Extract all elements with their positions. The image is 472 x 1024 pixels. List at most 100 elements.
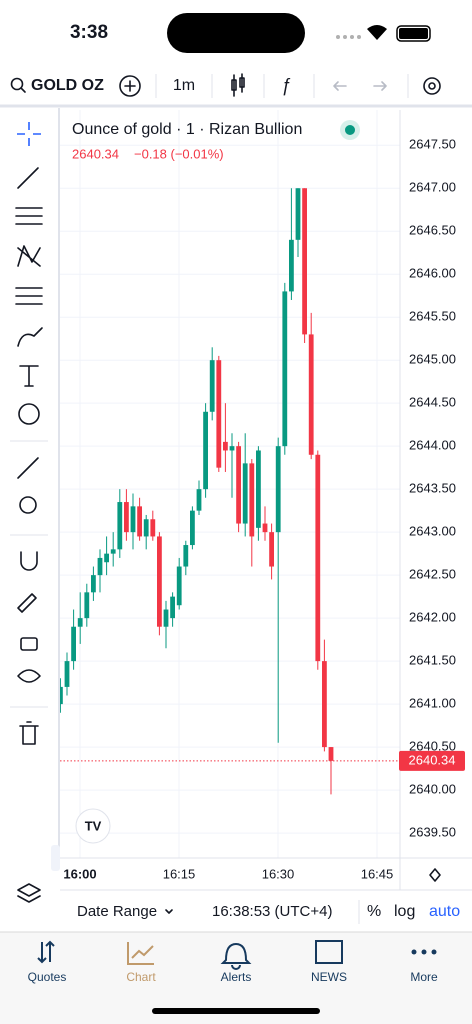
y-tick-label: 2641.00 <box>409 696 456 711</box>
candle-body <box>262 523 268 533</box>
y-tick-label: 2646.00 <box>409 266 456 281</box>
y-tick-label: 2642.00 <box>409 610 456 625</box>
interval[interactable]: 1m <box>173 77 195 94</box>
y-tick-label: 2647.50 <box>409 137 456 152</box>
text-tool[interactable] <box>19 365 39 387</box>
candle-body <box>289 239 294 292</box>
pattern-tool[interactable] <box>17 245 41 267</box>
y-tick-label: 2639.50 <box>409 825 456 840</box>
cursor-tool[interactable] <box>17 122 41 146</box>
log-toggle[interactable]: log <box>394 903 415 920</box>
y-tick-label: 2640.50 <box>409 739 456 754</box>
candle-body <box>223 441 228 451</box>
tab-label[interactable]: Alerts <box>221 970 252 984</box>
tab-label[interactable]: Quotes <box>28 970 67 984</box>
candle-body <box>216 360 222 468</box>
market-status-dot <box>345 125 355 135</box>
y-tick-label: 2644.00 <box>409 438 456 453</box>
candle-body <box>242 463 248 524</box>
brush-tool[interactable] <box>17 327 43 347</box>
add-icon <box>124 80 136 92</box>
y-tick-label: 2646.50 <box>409 223 456 238</box>
prediction-tool[interactable] <box>15 287 43 305</box>
candle-body <box>308 334 314 455</box>
news-icon <box>315 940 343 964</box>
candle-body <box>150 519 156 537</box>
date-range[interactable]: Date Range <box>77 903 157 920</box>
clock: 3:38 <box>70 22 108 43</box>
price-change: −0.18 (−0.01%) <box>134 146 224 161</box>
candle-body <box>64 661 70 687</box>
indicators-button[interactable]: ƒ <box>281 75 291 95</box>
y-tick-label: 2642.50 <box>409 567 456 582</box>
quotes-icon <box>37 940 55 964</box>
candle-body <box>322 661 327 748</box>
candle-body <box>163 609 169 627</box>
zoom-tool[interactable] <box>19 496 37 514</box>
status-icons <box>336 25 431 42</box>
hide-tool[interactable] <box>17 669 41 683</box>
candle-body <box>77 618 83 627</box>
candle-body <box>91 575 96 593</box>
y-tick-label: 2644.50 <box>409 395 456 410</box>
auto-toggle[interactable]: auto <box>429 903 460 920</box>
candle-body <box>302 188 307 335</box>
candle-body <box>209 360 215 412</box>
x-tick-label: 16:45 <box>361 866 394 881</box>
logo-mark: TV <box>85 818 102 833</box>
magnet-tool[interactable] <box>20 551 38 571</box>
alerts-icon <box>220 942 252 970</box>
layers-tool[interactable] <box>17 883 41 903</box>
undo[interactable] <box>333 81 347 91</box>
collapse-handle[interactable] <box>51 845 60 871</box>
trend-line-tool[interactable] <box>17 167 39 189</box>
y-tick-label: 2647.00 <box>409 180 456 195</box>
settings[interactable] <box>423 77 441 95</box>
candle-body <box>157 536 162 627</box>
redo[interactable] <box>373 81 387 91</box>
candle-body <box>84 592 90 619</box>
candle-body <box>295 188 301 240</box>
candle-body <box>236 446 241 524</box>
lock-tool[interactable] <box>20 637 38 651</box>
candle-body <box>196 489 202 511</box>
chart-icon <box>127 942 154 965</box>
candle-body <box>282 291 288 447</box>
candle-body <box>275 446 281 533</box>
candle-body <box>269 532 274 567</box>
grid <box>60 110 400 858</box>
x-tick-label: 16:15 <box>163 866 196 881</box>
fib-tool[interactable] <box>15 207 43 225</box>
candle-body <box>176 566 182 606</box>
candle-body <box>137 506 142 537</box>
add-symbol[interactable] <box>119 75 141 97</box>
candle-body <box>71 626 76 662</box>
symbol[interactable]: GOLD OZ <box>31 77 104 94</box>
candle-body <box>143 519 149 537</box>
lock-draw-tool[interactable] <box>17 593 37 613</box>
candles <box>60 188 334 795</box>
candle-body <box>315 454 321 662</box>
delete-tool[interactable] <box>19 721 39 745</box>
candle-body <box>190 510 195 546</box>
icon-tool[interactable] <box>18 403 40 425</box>
percent-toggle[interactable]: % <box>367 903 381 920</box>
tab-label[interactable]: More <box>410 970 438 984</box>
home-indicator <box>152 1008 320 1014</box>
chart-type-button[interactable] <box>231 73 245 97</box>
axis-settings[interactable] <box>429 868 441 882</box>
candle-body <box>117 502 123 550</box>
candle-body <box>249 463 255 537</box>
more-icon <box>411 949 437 955</box>
search-button[interactable]: GOLD OZ <box>10 77 105 94</box>
ruler-tool[interactable] <box>17 457 39 479</box>
last-price: 2640.34 <box>72 146 119 161</box>
tab-label[interactable]: NEWS <box>311 970 347 984</box>
tab-label[interactable]: Chart <box>126 970 156 984</box>
x-tick-label: 16:30 <box>262 866 295 881</box>
candle-body <box>229 446 235 451</box>
candle-body <box>183 545 189 567</box>
y-tick-label: 2640.00 <box>409 782 456 797</box>
candle-body <box>124 502 129 533</box>
